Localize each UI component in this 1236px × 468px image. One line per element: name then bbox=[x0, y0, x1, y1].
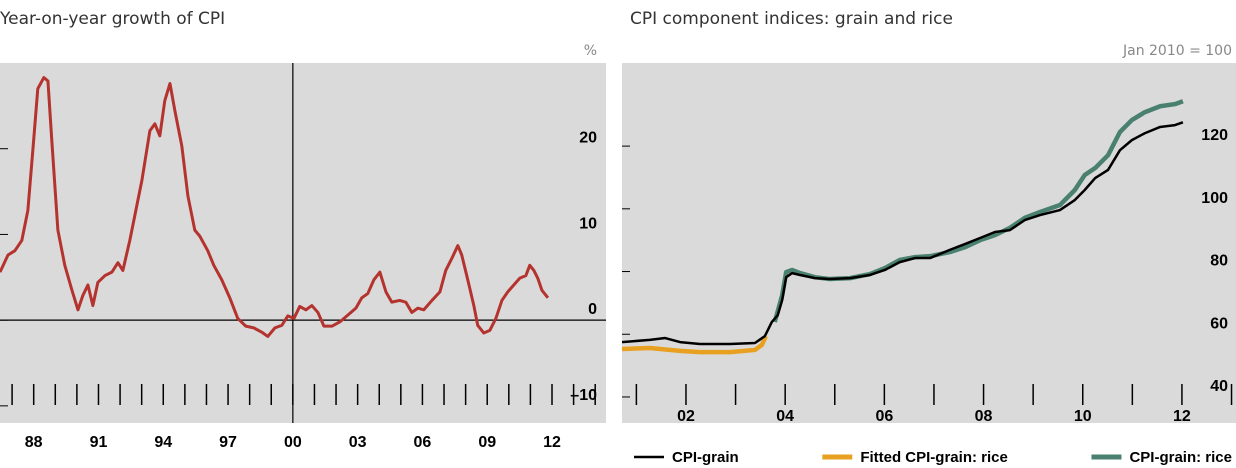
legend-item: CPI-grain bbox=[634, 449, 739, 466]
data-line bbox=[621, 335, 768, 355]
plot-area bbox=[0, 63, 606, 423]
plot-area bbox=[622, 63, 1236, 423]
x-tick-label: 04 bbox=[776, 408, 794, 425]
legend-item: CPI-grain: rice bbox=[1091, 449, 1232, 466]
legend-item: Fitted CPI-grain: rice bbox=[822, 449, 1008, 466]
y-unit: % bbox=[584, 43, 597, 59]
x-tick-label: 94 bbox=[154, 434, 172, 451]
y-unit: Jan 2010 = 100 bbox=[1122, 43, 1232, 59]
x-tick-label: 09 bbox=[478, 434, 496, 451]
chart-title: Year-on-year growth of CPI bbox=[0, 9, 225, 29]
x-tick-label: 08 bbox=[975, 408, 993, 425]
legend-label: Fitted CPI-grain: rice bbox=[860, 449, 1008, 466]
y-tick-label: 80 bbox=[1210, 253, 1228, 270]
x-tick-label: 03 bbox=[349, 434, 367, 451]
x-tick-label: 00 bbox=[284, 434, 302, 451]
x-tick-label: 12 bbox=[543, 434, 561, 451]
data-line bbox=[621, 121, 1184, 346]
x-tick-label: 06 bbox=[414, 434, 432, 451]
legend-label: CPI-grain: rice bbox=[1129, 449, 1232, 466]
data-line bbox=[0, 76, 550, 338]
x-tick-label: 88 bbox=[25, 434, 43, 451]
y-tick-label: –10 bbox=[570, 387, 597, 404]
y-tick-label: 120 bbox=[1201, 127, 1228, 144]
y-tick-label: 20 bbox=[579, 130, 597, 147]
y-tick-label: 100 bbox=[1201, 190, 1228, 207]
x-tick-label: 91 bbox=[90, 434, 108, 451]
x-tick-label: 10 bbox=[1074, 408, 1092, 425]
x-tick-label: 02 bbox=[677, 408, 695, 425]
y-tick-label: 0 bbox=[588, 301, 597, 318]
x-tick-label: 06 bbox=[875, 408, 893, 425]
x-tick-label: 97 bbox=[219, 434, 237, 451]
y-tick-label: 40 bbox=[1210, 378, 1228, 395]
legend-label: CPI-grain bbox=[672, 449, 739, 466]
y-tick-label: 10 bbox=[579, 215, 597, 232]
x-tick-label: 12 bbox=[1173, 408, 1191, 425]
y-tick-label: 60 bbox=[1210, 315, 1228, 332]
chart-title: CPI component indices: grain and rice bbox=[630, 9, 953, 29]
